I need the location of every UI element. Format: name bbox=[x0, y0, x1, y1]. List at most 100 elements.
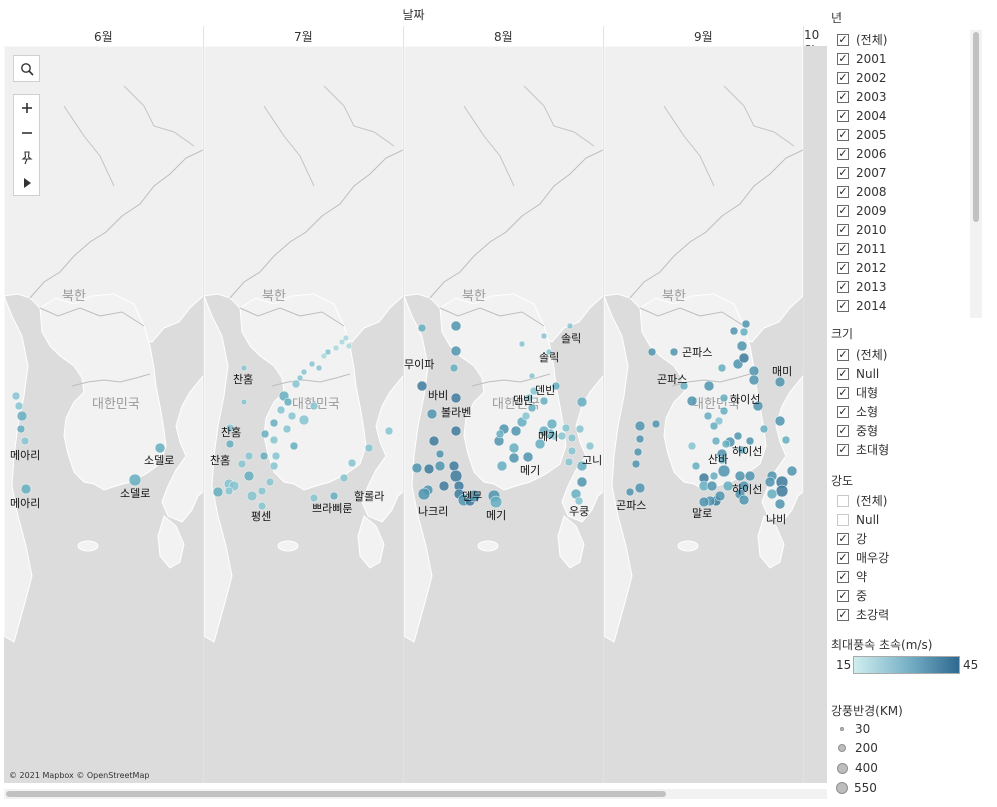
typhoon-point[interactable] bbox=[240, 398, 248, 406]
typhoon-point[interactable] bbox=[781, 435, 791, 445]
typhoon-point[interactable] bbox=[450, 320, 462, 332]
typhoon-point[interactable] bbox=[625, 487, 635, 497]
typhoon-point[interactable] bbox=[546, 418, 558, 430]
typhoon-point[interactable] bbox=[741, 319, 751, 329]
year-filter-option[interactable]: ✓ 2002 bbox=[837, 68, 982, 87]
typhoon-point[interactable] bbox=[752, 400, 764, 412]
typhoon-point[interactable] bbox=[225, 439, 235, 449]
checkbox-checked-icon[interactable]: ✓ bbox=[837, 423, 849, 437]
typhoon-point[interactable] bbox=[576, 476, 588, 488]
year-filter-option[interactable]: ✓ 2003 bbox=[837, 87, 982, 106]
typhoon-point[interactable] bbox=[631, 459, 641, 469]
typhoon-point[interactable] bbox=[257, 501, 267, 511]
year-filter-scrollbar[interactable] bbox=[970, 30, 982, 318]
typhoon-point[interactable] bbox=[703, 380, 715, 392]
typhoon-point[interactable] bbox=[518, 340, 526, 348]
checkbox-checked-icon[interactable]: ✓ bbox=[837, 347, 849, 361]
typhoon-point[interactable] bbox=[428, 435, 440, 447]
typhoon-point[interactable] bbox=[324, 348, 332, 356]
typhoon-point[interactable] bbox=[16, 410, 28, 422]
typhoon-point[interactable] bbox=[744, 470, 756, 482]
intensity-filter-option[interactable]: Null bbox=[837, 510, 889, 529]
typhoon-point[interactable] bbox=[276, 405, 286, 415]
checkbox-checked-icon[interactable]: ✓ bbox=[837, 51, 849, 65]
typhoon-point[interactable] bbox=[686, 395, 698, 407]
intensity-filter-option[interactable]: ✓ 약 bbox=[837, 567, 889, 586]
year-filter-scroll-thumb[interactable] bbox=[973, 32, 979, 222]
typhoon-point[interactable] bbox=[434, 460, 446, 472]
checkbox-unchecked-icon[interactable] bbox=[837, 494, 849, 507]
typhoon-point[interactable] bbox=[774, 415, 786, 427]
typhoon-point[interactable] bbox=[576, 396, 588, 408]
checkbox-checked-icon[interactable]: ✓ bbox=[837, 298, 849, 312]
typhoon-point[interactable] bbox=[521, 411, 531, 421]
typhoon-point[interactable] bbox=[679, 381, 689, 391]
typhoon-point[interactable] bbox=[717, 455, 727, 465]
typhoon-point[interactable] bbox=[283, 397, 293, 407]
typhoon-point[interactable] bbox=[564, 457, 574, 467]
checkbox-checked-icon[interactable]: ✓ bbox=[837, 146, 849, 160]
typhoon-point[interactable] bbox=[647, 347, 657, 357]
typhoon-point[interactable] bbox=[706, 480, 718, 492]
checkbox-checked-icon[interactable]: ✓ bbox=[837, 385, 849, 399]
year-filter-option[interactable]: ✓ 2007 bbox=[837, 163, 982, 182]
typhoon-point[interactable] bbox=[738, 352, 750, 364]
year-filter-option[interactable]: ✓ 2009 bbox=[837, 201, 982, 220]
typhoon-point[interactable] bbox=[417, 323, 427, 333]
typhoon-point[interactable] bbox=[539, 396, 549, 406]
year-filter-option[interactable]: ✓ 2012 bbox=[837, 258, 982, 277]
typhoon-point[interactable] bbox=[244, 451, 254, 461]
typhoon-point[interactable] bbox=[691, 461, 701, 471]
typhoon-point[interactable] bbox=[557, 431, 567, 441]
typhoon-point[interactable] bbox=[738, 494, 750, 506]
checkbox-checked-icon[interactable]: ✓ bbox=[837, 569, 849, 583]
year-filter-option[interactable]: ✓ 2006 bbox=[837, 144, 982, 163]
intensity-filter-option[interactable]: ✓ 매우강 bbox=[837, 548, 889, 567]
checkbox-checked-icon[interactable]: ✓ bbox=[837, 127, 849, 141]
year-filter-option[interactable]: ✓ 2010 bbox=[837, 220, 982, 239]
typhoon-point[interactable] bbox=[467, 489, 481, 503]
typhoon-point[interactable] bbox=[449, 469, 463, 483]
typhoon-point[interactable] bbox=[759, 424, 769, 434]
typhoon-point[interactable] bbox=[289, 441, 299, 451]
zoom-out-icon[interactable] bbox=[14, 120, 39, 145]
typhoon-point[interactable] bbox=[734, 470, 746, 482]
intensity-filter-option[interactable]: ✓ 강 bbox=[837, 529, 889, 548]
typhoon-point[interactable] bbox=[243, 470, 255, 482]
typhoon-point[interactable] bbox=[774, 498, 786, 510]
typhoon-point[interactable] bbox=[265, 477, 275, 487]
typhoon-point[interactable] bbox=[633, 447, 643, 457]
typhoon-point[interactable] bbox=[450, 392, 462, 404]
typhoon-point[interactable] bbox=[566, 322, 574, 330]
typhoon-point[interactable] bbox=[719, 406, 729, 416]
typhoon-point[interactable] bbox=[719, 393, 729, 403]
typhoon-point[interactable] bbox=[271, 451, 281, 461]
year-filter-option[interactable]: ✓ 2005 bbox=[837, 125, 982, 144]
search-icon[interactable] bbox=[13, 55, 40, 82]
intensity-filter-list[interactable]: (전체) Null ✓ 강 ✓ 매우강 ✓ 약 ✓ 중 ✓ 초강력 bbox=[837, 491, 889, 624]
typhoon-point[interactable] bbox=[257, 486, 267, 496]
typhoon-point[interactable] bbox=[508, 452, 520, 464]
year-filter-option[interactable]: ✓ 2008 bbox=[837, 182, 982, 201]
typhoon-point[interactable] bbox=[527, 403, 537, 413]
pin-icon[interactable] bbox=[14, 145, 39, 170]
typhoon-point[interactable] bbox=[260, 429, 270, 439]
typhoon-point[interactable] bbox=[450, 345, 462, 357]
checkbox-checked-icon[interactable]: ✓ bbox=[837, 32, 849, 46]
typhoon-point[interactable] bbox=[703, 411, 713, 421]
typhoon-point[interactable] bbox=[775, 484, 789, 498]
typhoon-point[interactable] bbox=[717, 464, 731, 478]
typhoon-point[interactable] bbox=[729, 326, 739, 336]
typhoon-point[interactable] bbox=[384, 426, 394, 436]
typhoon-point[interactable] bbox=[16, 424, 26, 434]
map-panel-october[interactable] bbox=[803, 46, 827, 783]
intensity-filter-option[interactable]: ✓ 초강력 bbox=[837, 605, 889, 624]
checkbox-checked-icon[interactable]: ✓ bbox=[837, 260, 849, 274]
typhoon-point[interactable] bbox=[20, 436, 30, 446]
typhoon-point[interactable] bbox=[287, 411, 297, 421]
typhoon-point[interactable] bbox=[733, 431, 743, 441]
year-filter-option[interactable]: ✓ (전체) bbox=[837, 30, 982, 49]
checkbox-checked-icon[interactable]: ✓ bbox=[837, 366, 849, 380]
typhoon-point[interactable] bbox=[736, 340, 748, 352]
size-filter-option[interactable]: ✓ 소형 bbox=[837, 402, 889, 421]
